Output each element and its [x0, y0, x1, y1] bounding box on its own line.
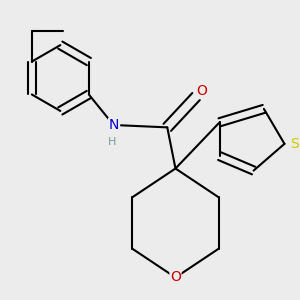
Text: H: H	[108, 137, 116, 147]
Text: O: O	[196, 84, 207, 98]
Text: N: N	[109, 118, 119, 132]
Text: O: O	[170, 271, 181, 284]
Text: S: S	[290, 137, 299, 151]
